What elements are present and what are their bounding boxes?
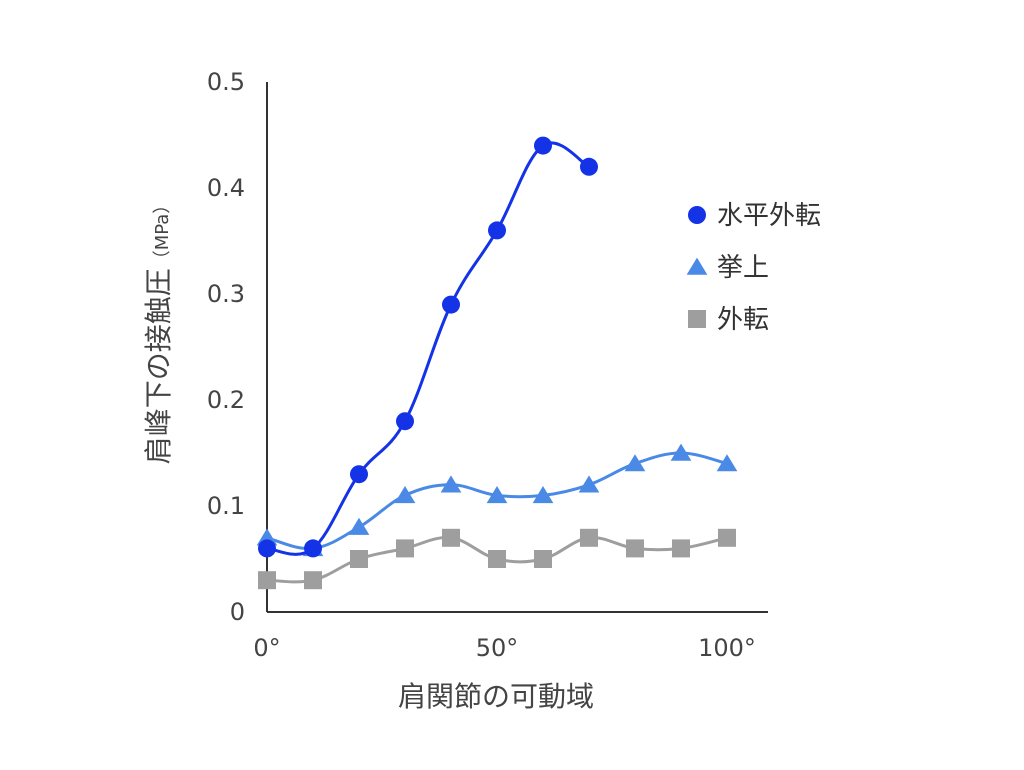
series-triangle [256,443,738,557]
data-point-triangle [486,485,508,504]
data-point-triangle [348,517,370,535]
data-point-square [350,550,368,568]
axes [266,82,768,613]
legend-label: 外転 [717,305,769,335]
y-tick-labels: 0 0.1 0.2 0.3 0.4 0.5 [207,68,245,626]
data-point-circle [580,157,598,176]
x-tick-label: 0° [253,634,280,662]
y-tick-label: 0.2 [207,386,245,414]
legend-item: 挙上 [686,253,769,283]
y-axis-title: 肩峰下の接触圧（MPa） [142,196,175,465]
x-tick-labels: 0° 50° 100° [253,634,756,662]
data-point-square [488,550,506,568]
legend-label: 挙上 [717,253,769,283]
svg-text:肩峰下の接触圧（MPa）: 肩峰下の接触圧（MPa） [142,196,175,465]
data-point-circle [488,221,506,240]
data-point-square [626,539,644,558]
legend-marker-triangle [686,257,708,275]
x-tick-label: 50° [476,634,519,662]
data-point-square [304,571,322,590]
series-layer [256,136,738,590]
data-point-square [258,571,276,590]
legend-marker-circle [688,206,706,224]
data-point-square [718,528,736,547]
data-point-triangle [578,475,600,493]
data-point-circle [304,539,322,558]
series-square [258,528,736,590]
data-point-triangle [394,485,416,504]
y-tick-label: 0.3 [207,280,245,308]
data-point-triangle [670,443,692,461]
y-tick-label: 0.4 [207,174,245,202]
y-tick-label: 0 [230,598,245,626]
data-point-circle [442,295,460,314]
data-point-triangle [716,454,738,472]
data-point-square [534,550,552,568]
data-point-triangle [624,454,646,472]
data-point-square [580,528,598,547]
legend-label: 水平外転 [717,201,821,231]
data-point-circle [258,539,276,558]
y-tick-label: 0.1 [207,492,245,520]
data-point-square [672,539,690,558]
data-point-circle [534,136,552,155]
data-point-square [396,539,414,558]
y-axis-title-unit: （MPa） [152,196,173,269]
series-line [266,141,590,556]
x-axis-title: 肩関節の可動域 [398,680,594,713]
data-point-triangle [440,475,462,493]
legend-marker-square [688,310,706,328]
y-tick-label: 0.5 [207,68,245,96]
legend-item: 水平外転 [688,201,821,231]
data-point-triangle [532,485,554,504]
legend-item: 外転 [688,305,769,335]
y-axis-title-main: 肩峰下の接触圧 [142,268,175,464]
data-point-circle [396,412,414,431]
data-point-square [442,528,460,547]
x-tick-label: 100° [698,634,756,662]
data-point-circle [350,465,368,484]
series-circle [258,136,598,558]
